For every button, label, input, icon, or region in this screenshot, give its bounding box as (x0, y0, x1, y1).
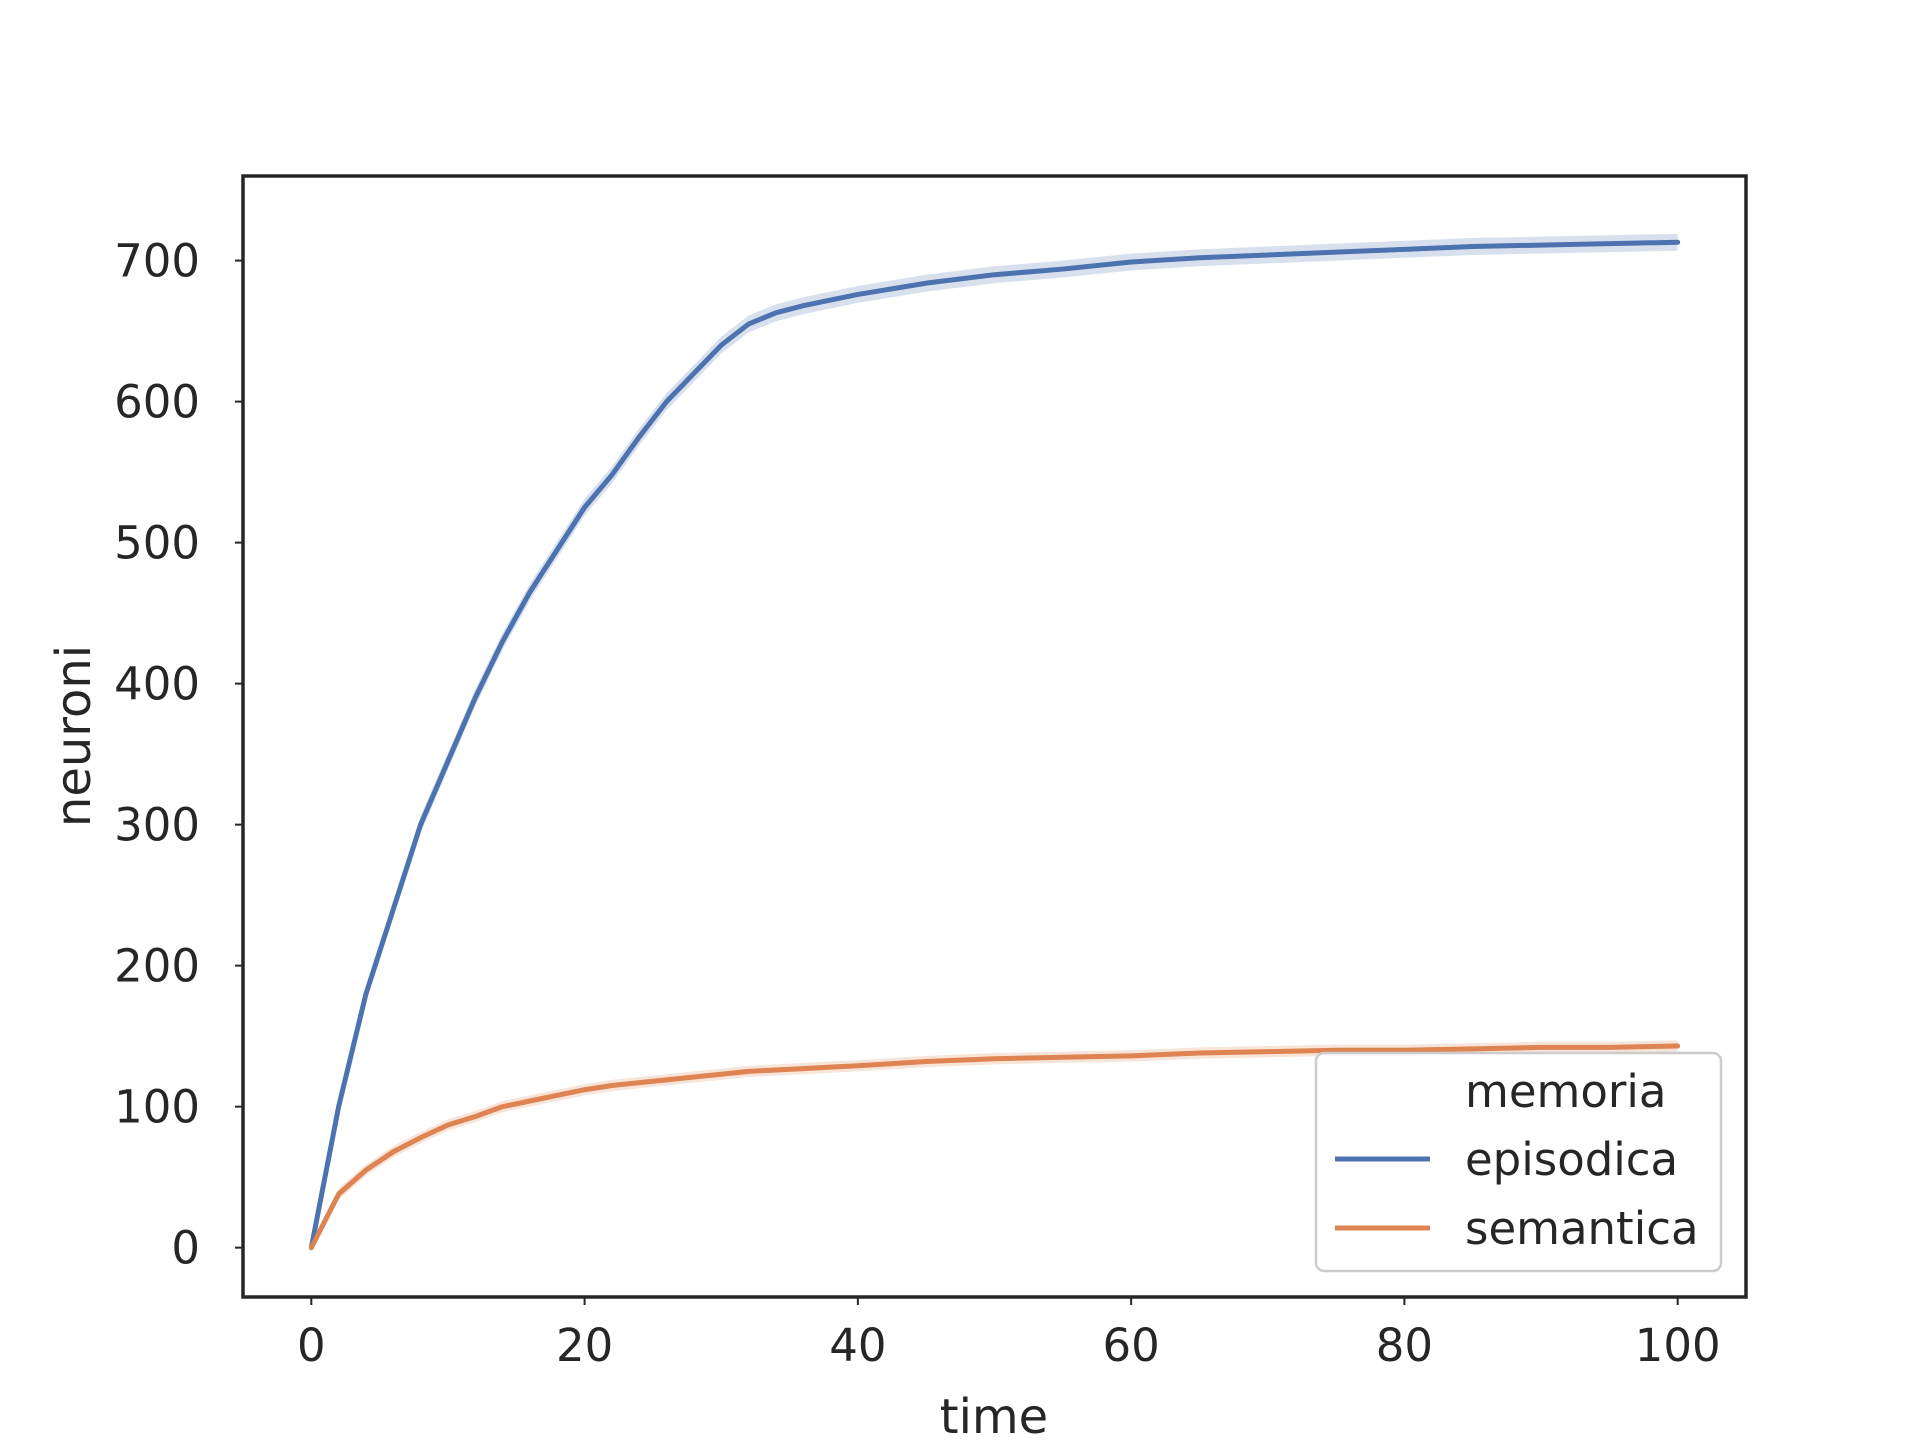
plot-area (241, 174, 1748, 1299)
x-tick-label: 0 (297, 1319, 326, 1372)
x-axis-title: time (940, 1389, 1048, 1440)
series-line-semantica (308, 1043, 1681, 1251)
x-tick-label: 100 (1635, 1319, 1721, 1372)
x-tick-label: 40 (829, 1319, 886, 1372)
y-tick-label: 100 (114, 1081, 200, 1134)
legend-label-episodica: episodica (1465, 1133, 1678, 1186)
y-tick-label: 400 (114, 658, 200, 711)
x-tick-label: 20 (556, 1319, 613, 1372)
series-line-episodica (308, 239, 1681, 1251)
legend: memoria episodica semantica (1314, 1051, 1723, 1273)
y-tick-label: 200 (114, 940, 200, 993)
legend-label-semantica: semantica (1465, 1202, 1699, 1255)
y-tick-label: 300 (114, 799, 200, 852)
x-tick-label: 80 (1376, 1319, 1433, 1372)
y-tick-label: 0 (171, 1222, 200, 1275)
x-axis-ticks: 0 20 40 60 80 100 (297, 1297, 1721, 1372)
y-tick-label: 600 (114, 376, 200, 429)
y-axis-ticks: 0 100 200 300 400 500 600 700 (114, 235, 243, 1275)
y-axis-title: neuroni (46, 645, 102, 827)
y-tick-label: 500 (114, 517, 200, 570)
series-lines (308, 239, 1681, 1251)
x-tick-label: 60 (1103, 1319, 1160, 1372)
legend-box (1314, 1051, 1723, 1273)
legend-title: memoria (1465, 1065, 1666, 1118)
y-tick-label: 700 (114, 235, 200, 288)
plot-frame (241, 174, 1748, 1299)
